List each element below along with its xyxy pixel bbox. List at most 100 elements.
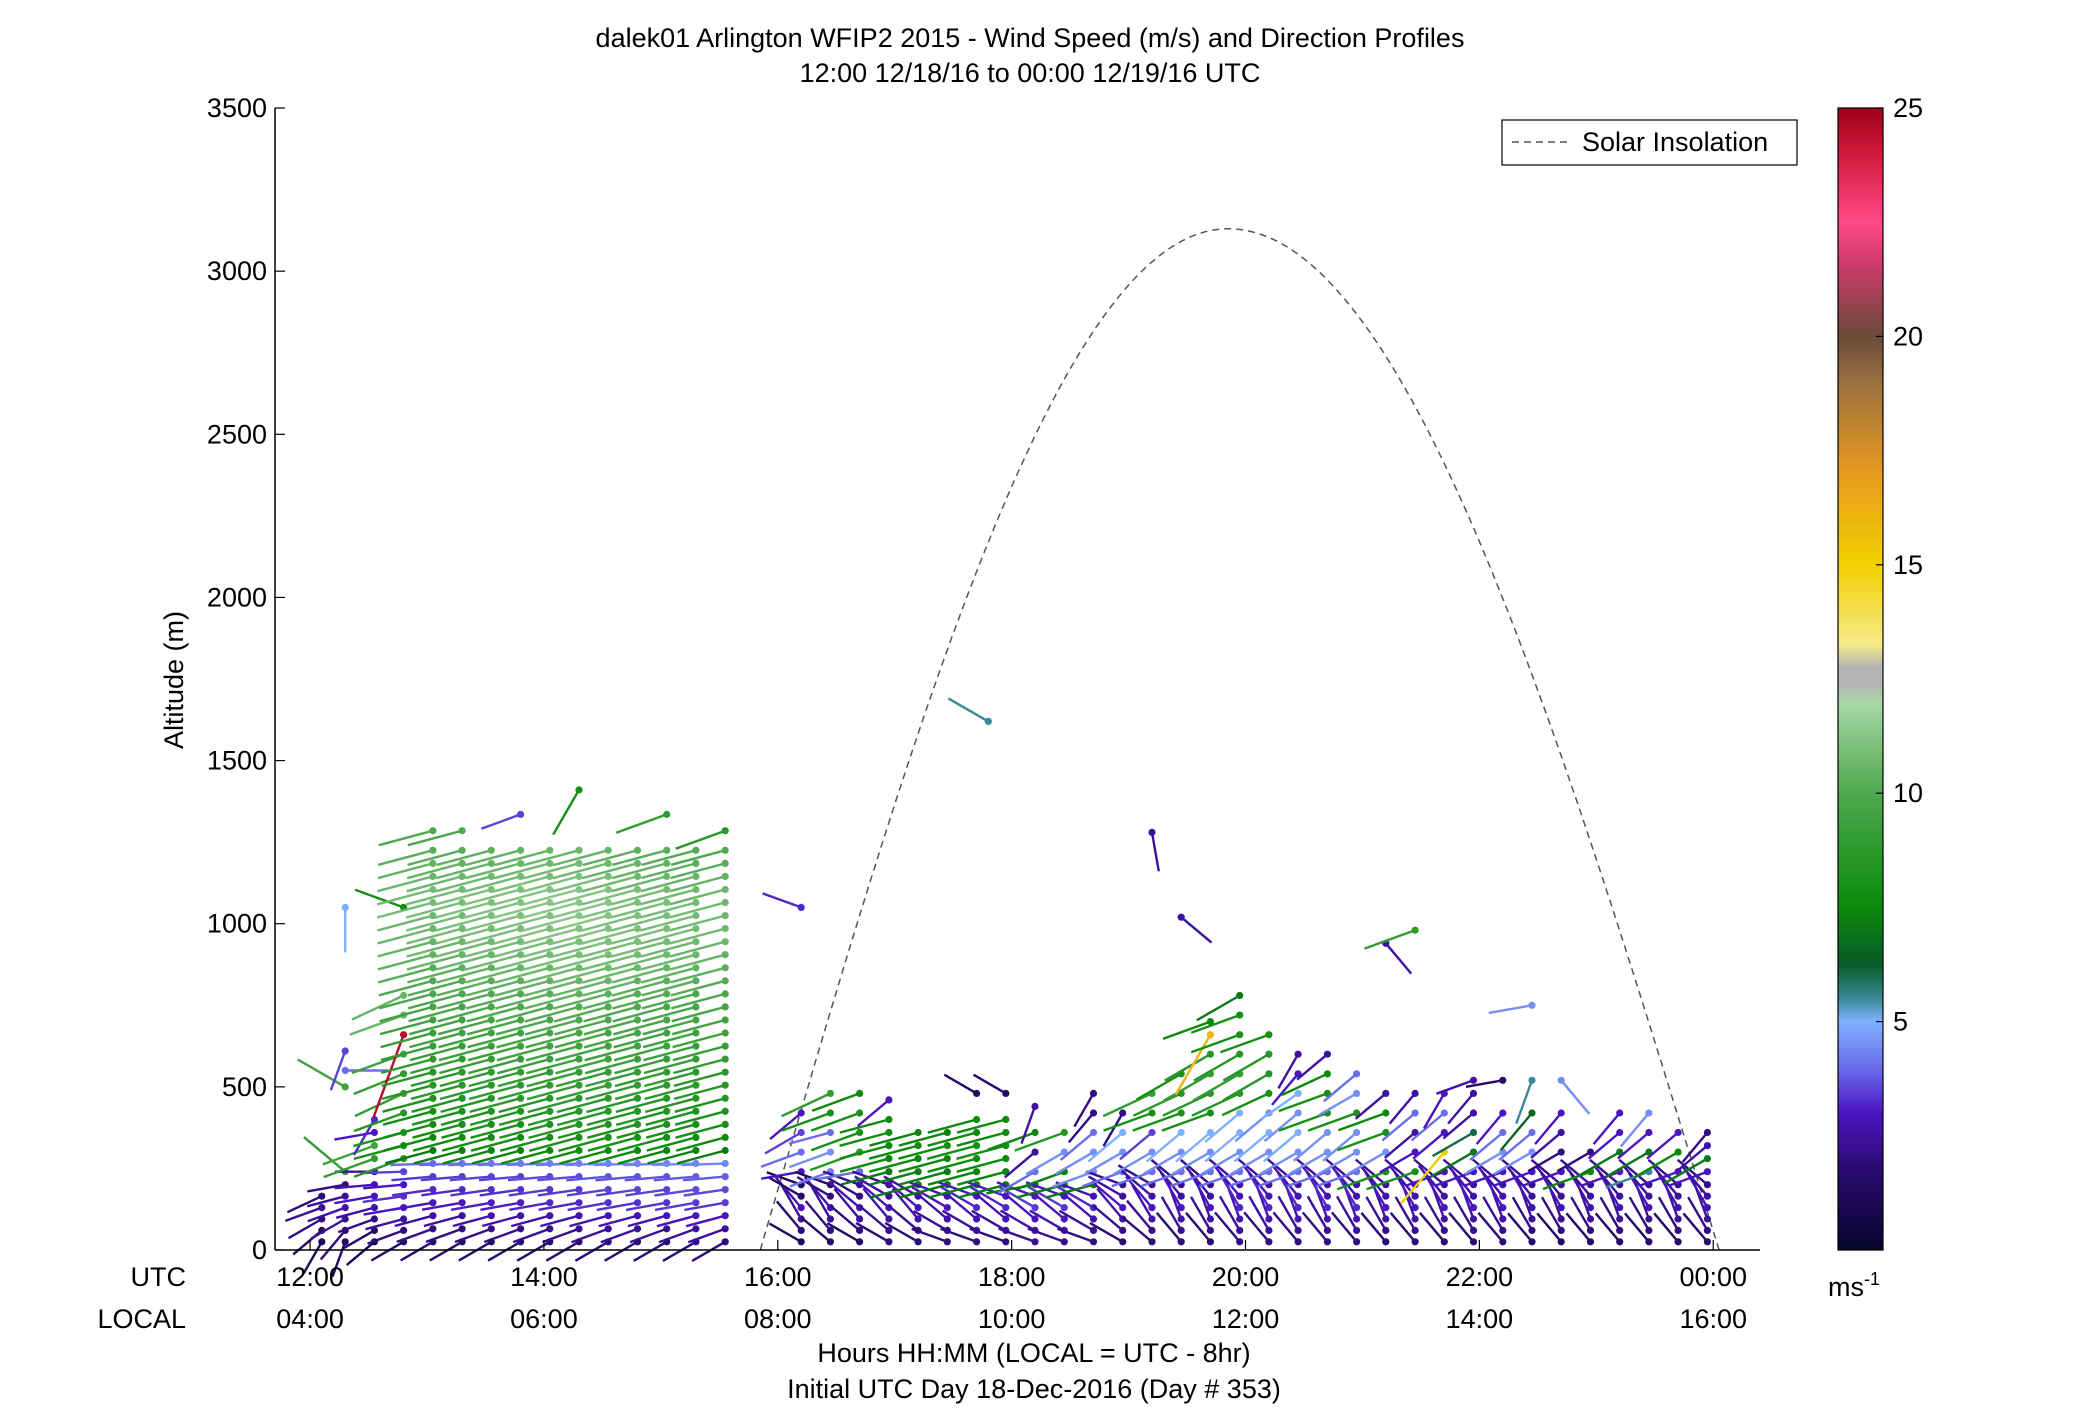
wind-barb-shaft bbox=[640, 966, 697, 984]
wind-barb-shaft bbox=[851, 1170, 890, 1186]
wind-barb bbox=[1335, 1195, 1361, 1234]
wind-barb-dot bbox=[663, 872, 671, 881]
wind-barb-dot bbox=[973, 1128, 981, 1137]
wind-barb-dot bbox=[973, 1142, 981, 1150]
wind-barb-dot bbox=[458, 938, 466, 946]
wind-barb bbox=[857, 1180, 893, 1212]
wind-barb-dot bbox=[633, 1068, 642, 1076]
wind-barb bbox=[1364, 926, 1419, 950]
wind-barb-shaft bbox=[1347, 1151, 1387, 1176]
wind-barb bbox=[613, 1029, 671, 1049]
wind-barb bbox=[408, 1003, 466, 1023]
wind-barb bbox=[1260, 1089, 1302, 1121]
wind-barb-dot bbox=[1206, 1238, 1214, 1246]
wind-barb-shaft bbox=[612, 1018, 668, 1036]
wind-barb bbox=[669, 938, 729, 958]
wind-barb bbox=[1271, 1164, 1302, 1200]
wind-barb bbox=[683, 1186, 729, 1197]
wind-barb-shaft bbox=[1476, 1164, 1504, 1197]
wind-barb bbox=[376, 885, 437, 906]
wind-barb-dot bbox=[1119, 1226, 1127, 1234]
wind-barb-shaft bbox=[1422, 1092, 1446, 1130]
wind-barb-dot bbox=[487, 990, 495, 998]
wind-barb bbox=[551, 912, 612, 932]
wind-barb-shaft bbox=[672, 1044, 726, 1062]
wind-barb-dot bbox=[487, 859, 495, 868]
wind-barb bbox=[788, 1128, 835, 1145]
wind-barb bbox=[1535, 1165, 1565, 1200]
wind-barb bbox=[406, 872, 466, 893]
wind-barb-shaft bbox=[610, 914, 668, 932]
wind-barb-shaft bbox=[553, 1005, 609, 1023]
wind-barb-shaft bbox=[552, 966, 609, 984]
wind-barb-dot bbox=[604, 977, 612, 985]
wind-barb-shaft bbox=[499, 1136, 551, 1152]
wind-barb-dot bbox=[1002, 1204, 1010, 1212]
wind-barb-shaft bbox=[927, 1118, 977, 1134]
wind-barb bbox=[769, 1109, 805, 1141]
wind-barb-shaft bbox=[408, 1005, 463, 1023]
wind-barb bbox=[625, 1199, 671, 1212]
wind-barb bbox=[1185, 1212, 1214, 1246]
wind-barb-shaft bbox=[468, 1071, 521, 1088]
wind-barb bbox=[1067, 1109, 1098, 1144]
wind-barb-shaft bbox=[1322, 1131, 1358, 1162]
wind-barb-shaft bbox=[1556, 1151, 1592, 1173]
wind-barb-shaft bbox=[487, 1240, 522, 1262]
wind-barb-dot bbox=[633, 885, 642, 894]
wind-barbs bbox=[284, 697, 1711, 1278]
wind-barb-shaft bbox=[1103, 1111, 1153, 1132]
wind-barb-shaft bbox=[671, 1018, 726, 1036]
wind-barb-dot bbox=[914, 1155, 922, 1163]
wind-barb-shaft bbox=[1418, 1212, 1446, 1243]
wind-barb-shaft bbox=[768, 1222, 802, 1243]
wind-barb bbox=[1193, 1050, 1244, 1082]
wind-barb-dot bbox=[458, 1120, 466, 1128]
wind-barb-shaft bbox=[1676, 1144, 1709, 1172]
wind-barb bbox=[987, 1128, 1039, 1151]
wind-barb bbox=[1301, 1211, 1331, 1246]
wind-barb bbox=[641, 1003, 700, 1023]
wind-barb-dot bbox=[546, 1146, 554, 1155]
wind-barb-shaft bbox=[1307, 1111, 1358, 1132]
wind-barb-shaft bbox=[1651, 1165, 1680, 1197]
wind-barb bbox=[1617, 1128, 1653, 1160]
wind-barb-dot bbox=[1586, 1192, 1595, 1200]
y-tick-label: 1500 bbox=[207, 746, 267, 776]
wind-barb-shaft bbox=[527, 1110, 580, 1127]
wind-barb-shaft bbox=[796, 1175, 832, 1198]
wind-barb-dot bbox=[1557, 1148, 1565, 1156]
wind-barb bbox=[586, 1094, 642, 1114]
wind-barb-shaft bbox=[493, 940, 551, 958]
wind-barb-dot bbox=[633, 1016, 642, 1024]
wind-barb bbox=[582, 846, 642, 867]
wind-barb-shaft bbox=[669, 888, 726, 906]
wind-barb-shaft bbox=[1498, 1131, 1533, 1161]
wind-barb-shaft bbox=[322, 1144, 375, 1166]
wind-barb-dot bbox=[721, 885, 729, 894]
wind-barb bbox=[768, 1176, 805, 1200]
wind-barb bbox=[1272, 1211, 1302, 1246]
wind-barb bbox=[600, 1225, 642, 1244]
wind-barb bbox=[586, 1120, 642, 1139]
wind-barb-shaft bbox=[498, 1097, 551, 1114]
wind-barb bbox=[1177, 913, 1213, 944]
wind-barb-shaft bbox=[1388, 1092, 1417, 1125]
wind-barb-dot bbox=[1645, 1148, 1653, 1156]
wind-barb-dot bbox=[721, 1016, 729, 1024]
wind-barb-shaft bbox=[670, 849, 726, 866]
wind-barb bbox=[774, 1176, 805, 1212]
wind-barb-shaft bbox=[817, 1170, 860, 1181]
wind-barb-shaft bbox=[384, 1149, 434, 1165]
wind-barb-dot bbox=[575, 1029, 583, 1037]
wind-barb-shaft bbox=[434, 914, 492, 932]
wind-barb bbox=[1482, 1196, 1507, 1234]
wind-barb-dot bbox=[826, 1238, 835, 1246]
wind-barb-shaft bbox=[987, 1131, 1036, 1151]
wind-barb-dot bbox=[458, 1094, 466, 1102]
wind-barb-shaft bbox=[465, 979, 521, 997]
legend-label: Solar Insolation bbox=[1582, 127, 1768, 157]
wind-barb-dot bbox=[517, 1186, 525, 1194]
wind-barb-shaft bbox=[495, 1018, 551, 1036]
